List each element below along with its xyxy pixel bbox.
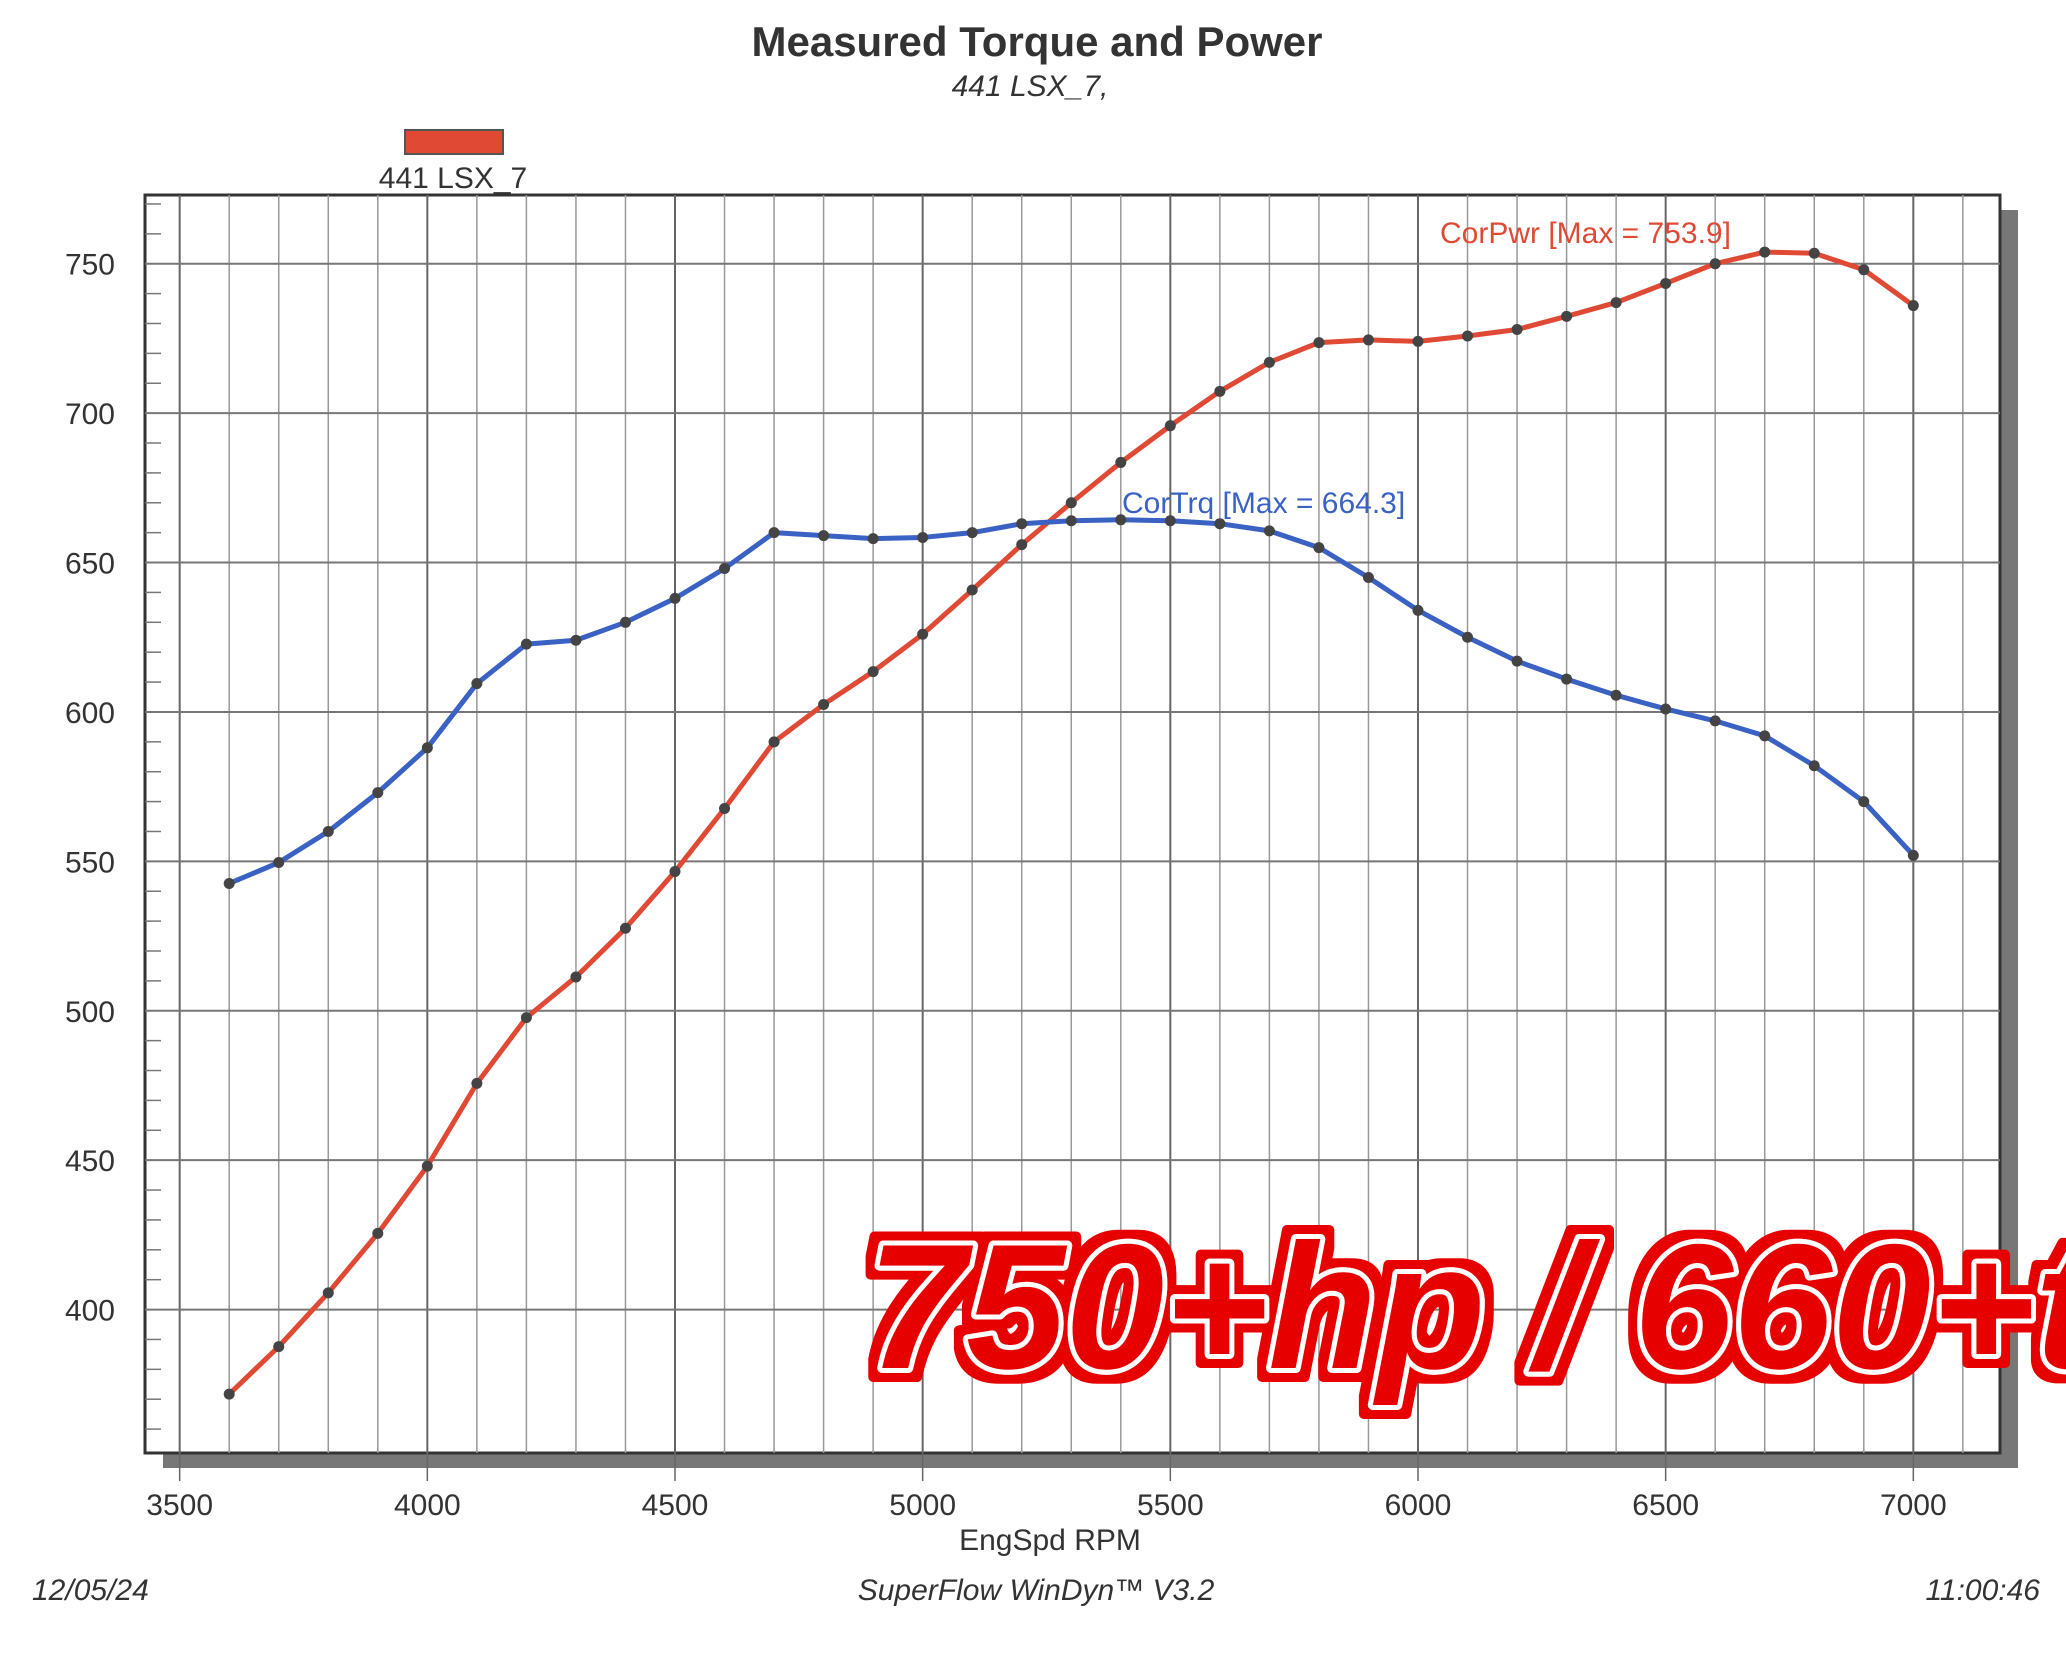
data-point [223,877,235,889]
x-tick-label: 7000 [1880,1489,1947,1522]
data-point [917,628,929,640]
data-point [421,742,433,754]
chart-title: Measured Torque and Power [752,18,1323,65]
data-point [1164,420,1176,432]
data-point [1412,335,1424,347]
data-point [1362,571,1374,583]
data-point [1561,310,1573,322]
footer-software: SuperFlow WinDyn™ V3.2 [858,1574,1215,1607]
data-point [273,1341,285,1353]
data-point [520,638,532,650]
data-point [1610,297,1622,309]
data-point [322,1287,334,1299]
data-point [372,1227,384,1239]
data-point [1858,796,1870,808]
data-point [471,678,483,690]
y-tick-label: 650 [65,548,115,581]
x-tick-label: 5000 [889,1489,956,1522]
chart-subtitle: 441 LSX_7, [952,70,1109,103]
data-point [768,527,780,539]
data-point [1907,300,1919,312]
data-point [1561,673,1573,685]
data-point [1660,277,1672,289]
data-point [1858,264,1870,276]
data-point [1462,330,1474,342]
data-point [1660,703,1672,715]
footer-date: 12/05/24 [32,1574,149,1607]
series-label-torque: CorTrq [Max = 664.3] [1122,487,1405,520]
data-point [1016,518,1028,530]
data-point [570,634,582,646]
x-tick-label: 3500 [146,1489,213,1522]
legend-label: 441 LSX_7 [379,162,527,195]
data-point [1313,542,1325,554]
data-point [1511,323,1523,335]
data-point [867,666,879,678]
annotation-overlay: 750+hp / 660+tq [867,1207,2066,1406]
x-tick-label: 4500 [642,1489,709,1522]
data-point [1462,631,1474,643]
data-point [917,531,929,543]
data-point [619,922,631,934]
data-point [1610,689,1622,701]
x-axis-label: EngSpd RPM [959,1524,1141,1557]
data-point [1065,497,1077,509]
data-point [1759,730,1771,742]
data-point [867,533,879,545]
x-tick-label: 6500 [1632,1489,1699,1522]
y-tick-label: 750 [65,249,115,282]
data-point [1907,849,1919,861]
data-point [372,787,384,799]
data-point [1362,334,1374,346]
data-point [1709,258,1721,270]
data-point [966,584,978,596]
y-tick-label: 550 [65,846,115,879]
data-point [719,802,731,814]
data-point [619,616,631,628]
data-point [818,698,830,710]
data-point [1263,525,1275,537]
y-tick-label: 450 [65,1145,115,1178]
y-tick-label: 500 [65,996,115,1029]
data-point [1214,518,1226,530]
data-point [520,1012,532,1024]
x-tick-label: 4000 [394,1489,461,1522]
y-tick-label: 400 [65,1295,115,1328]
data-point [570,971,582,983]
data-point [1065,515,1077,527]
data-point [1808,760,1820,772]
data-point [719,563,731,575]
series-label-power: CorPwr [Max = 753.9] [1440,217,1731,250]
x-tick-label: 5500 [1137,1489,1204,1522]
data-point [471,1077,483,1089]
data-point [1164,515,1176,527]
data-point [966,527,978,539]
data-point [1115,456,1127,468]
data-point [421,1160,433,1172]
x-tick-label: 6000 [1385,1489,1452,1522]
y-tick-label: 600 [65,697,115,730]
data-point [1709,715,1721,727]
data-point [768,736,780,748]
plot-area [143,193,2002,1455]
data-point [1759,246,1771,258]
data-point [818,530,830,542]
data-point [1808,247,1820,259]
data-point [669,866,681,878]
data-point [1115,514,1127,526]
data-point [1214,385,1226,397]
data-point [223,1388,235,1400]
data-point [1412,604,1424,616]
footer-time: 11:00:46 [1925,1574,2040,1607]
data-point [273,857,285,869]
data-point [322,825,334,837]
data-point [1313,337,1325,349]
data-point [1016,539,1028,551]
legend-swatch [404,129,504,155]
data-point [1511,655,1523,667]
data-point [1263,356,1275,368]
y-tick-label: 700 [65,398,115,431]
data-point [669,592,681,604]
